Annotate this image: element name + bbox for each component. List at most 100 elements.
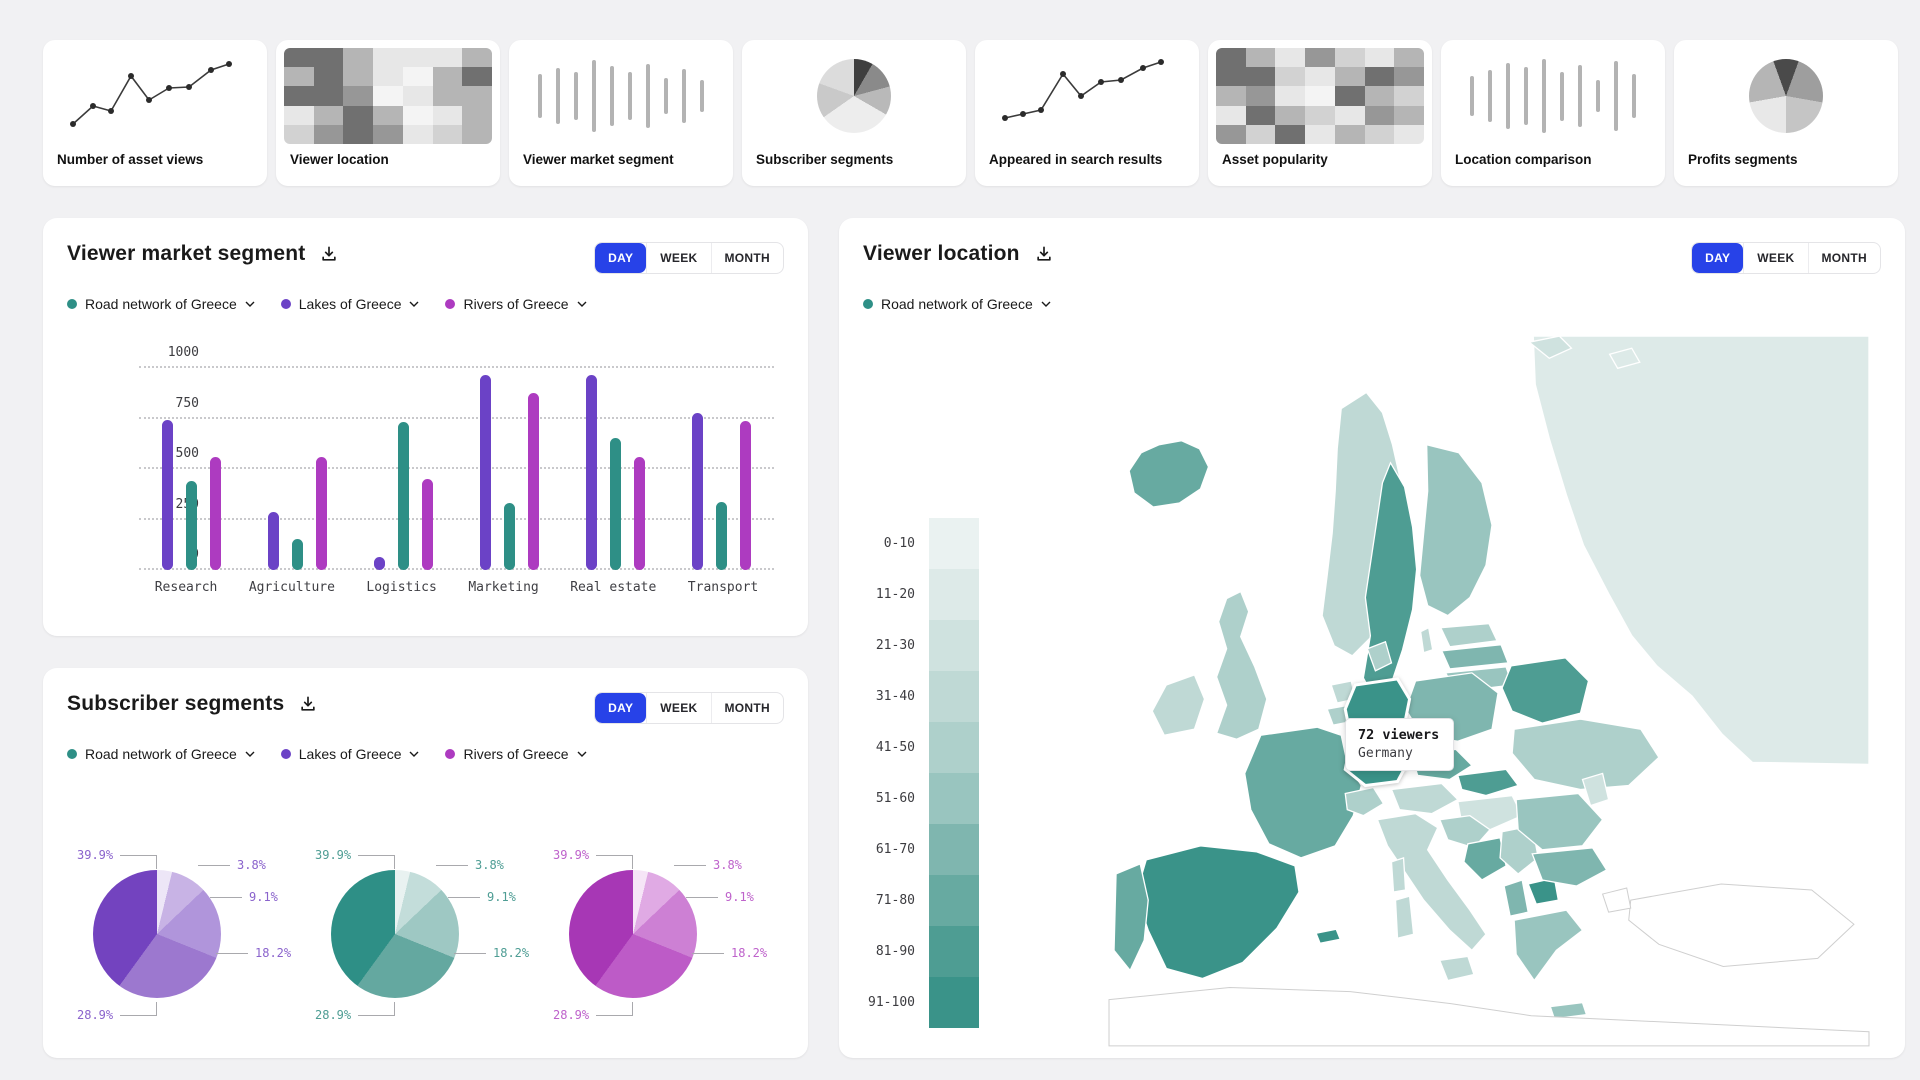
gridline-250: [139, 517, 774, 520]
map-region-turkey-thrace[interactable]: [1601, 887, 1632, 913]
scale-bin-31-40: 31-40: [857, 671, 979, 722]
y-axis-tick: 1000: [167, 344, 199, 360]
gallery-card-appeared-in-search-results[interactable]: Appeared in search results: [975, 40, 1199, 186]
map-region-iceland[interactable]: [1128, 440, 1210, 508]
mosaic-cell: [1334, 105, 1365, 125]
map-tooltip: 72 viewers Germany: [1345, 718, 1455, 771]
chevron-down-icon: [577, 301, 587, 307]
map-region-austria[interactable]: [1390, 782, 1459, 815]
tab-day[interactable]: DAY: [595, 693, 647, 723]
mosaic-cell: [1334, 124, 1365, 144]
map-region-slovakia[interactable]: [1456, 768, 1520, 797]
map-region-greece[interactable]: [1513, 909, 1584, 982]
map-region-albania[interactable]: [1503, 879, 1529, 917]
tab-month[interactable]: MONTH: [710, 243, 784, 273]
gallery-card-profits-segments[interactable]: Profits segments: [1674, 40, 1898, 186]
mosaic-cell: [284, 124, 314, 144]
map-region-moldova[interactable]: [1581, 772, 1610, 807]
legend-dropdown[interactable]: Lakes of Greece: [280, 296, 420, 312]
gallery-card-label: Subscriber segments: [756, 152, 894, 167]
bar-plot-area: 02505007501000: [139, 345, 774, 570]
map-region-ukraine[interactable]: [1511, 718, 1660, 791]
legend-dropdown[interactable]: Rivers of Greece: [445, 746, 587, 762]
map-region-romania[interactable]: [1515, 792, 1604, 851]
gallery-card-label: Viewer location: [290, 152, 389, 167]
scale-bin-swatch: [929, 773, 979, 824]
map-region-island[interactable]: [1315, 928, 1342, 945]
legend-dropdown[interactable]: Rivers of Greece: [445, 296, 587, 312]
gallery-card-viewer-market-segment[interactable]: Viewer market segment: [509, 40, 733, 186]
tab-day[interactable]: DAY: [1692, 243, 1744, 273]
legend-dropdown[interactable]: Road network of Greece: [67, 746, 255, 762]
scale-bin-label: 81-90: [875, 944, 915, 959]
map-region-estonia[interactable]: [1439, 622, 1499, 648]
x-axis-label-transport: Transport: [687, 580, 759, 595]
mosaic-cell: [1364, 86, 1395, 106]
gallery-card-viewer-location[interactable]: Viewer location: [276, 40, 500, 186]
gallery-card-label: Profits segments: [1688, 152, 1798, 167]
legend-dropdown[interactable]: Lakes of Greece: [280, 746, 420, 762]
tab-month[interactable]: MONTH: [1807, 243, 1881, 273]
tab-week[interactable]: WEEK: [1743, 243, 1807, 273]
mosaic-cell: [1305, 105, 1335, 125]
scale-bin-71-80: 71-80: [857, 875, 979, 926]
mosaic-cell: [373, 48, 403, 68]
map-region-corsica[interactable]: [1390, 856, 1407, 893]
legend-dropdown[interactable]: Road network of Greece: [863, 296, 1051, 312]
mosaic-cell: [1394, 105, 1424, 125]
map-region-finland[interactable]: [1418, 443, 1493, 617]
mini-pie: [817, 59, 891, 133]
tab-day[interactable]: DAY: [595, 243, 647, 273]
map-region-united-kingdom[interactable]: [1215, 590, 1268, 740]
mosaic-cell: [1216, 105, 1246, 125]
map-region-france[interactable]: [1244, 726, 1363, 859]
mosaic-cell: [1245, 124, 1276, 144]
map-region-croatia[interactable]: [1438, 814, 1491, 849]
choropleth-scale-legend: 0-10 11-20 21-30 31-40 41-50 51-60 61-70 71-80 8…: [857, 518, 979, 1028]
map-region-belarus[interactable]: [1501, 657, 1590, 724]
map-region-denmark[interactable]: [1366, 640, 1393, 672]
map-region-bulgaria[interactable]: [1531, 847, 1608, 887]
time-range-tabs: DAY WEEK MONTH: [594, 692, 784, 724]
map-region-russia[interactable]: [1532, 335, 1870, 766]
map-region-sicily[interactable]: [1438, 955, 1475, 982]
download-button[interactable]: [317, 242, 341, 266]
map-region-spain[interactable]: [1135, 845, 1300, 980]
mosaic-cell: [1245, 86, 1276, 106]
mosaic-cell: [432, 67, 463, 87]
mosaic-cell: [1216, 67, 1246, 87]
y-axis-tick: 500: [175, 445, 199, 461]
bar-rivers-of-greece-transport: [739, 420, 751, 570]
download-button[interactable]: [1032, 242, 1056, 266]
map-region-ireland[interactable]: [1151, 674, 1206, 736]
legend-dropdown[interactable]: Road network of Greece: [67, 296, 255, 312]
gallery-card-asset-popularity[interactable]: Asset popularity: [1208, 40, 1432, 186]
gallery-card-location-comparison[interactable]: Location comparison: [1441, 40, 1665, 186]
map-region-north-africa[interactable]: [1108, 987, 1870, 1047]
legend-label: Road network of Greece: [881, 296, 1033, 312]
mini-bar: [1596, 80, 1600, 112]
scale-bin-11-20: 11-20: [857, 569, 979, 620]
tab-week[interactable]: WEEK: [646, 243, 710, 273]
map-region-sardinia[interactable]: [1394, 895, 1415, 940]
map-region-island[interactable]: [1608, 347, 1641, 370]
gallery-card-number-of-asset-views[interactable]: Number of asset views: [43, 40, 267, 186]
x-axis-label-real-estate: Real estate: [570, 580, 657, 595]
bar-road-network-of-greece-agriculture: [292, 538, 304, 570]
legend-label: Rivers of Greece: [463, 746, 569, 762]
viewer-location-panel: Viewer location DAY WEEK MONTH Road networ…: [839, 218, 1905, 1058]
mini-bar: [682, 69, 686, 123]
map-region-crete[interactable]: [1549, 1001, 1588, 1020]
mini-bar: [1524, 67, 1528, 125]
tab-month[interactable]: MONTH: [710, 693, 784, 723]
map-region-bosnia[interactable]: [1463, 837, 1507, 881]
tab-week[interactable]: WEEK: [646, 693, 710, 723]
map-region-turkey[interactable]: [1628, 883, 1855, 967]
gallery-card-subscriber-segments[interactable]: Subscriber segments: [742, 40, 966, 186]
map-region-portugal[interactable]: [1113, 863, 1149, 972]
map-region-island[interactable]: [1419, 626, 1434, 654]
map-region-latvia[interactable]: [1440, 644, 1510, 670]
map-region-switzerland[interactable]: [1344, 786, 1385, 817]
download-button[interactable]: [296, 692, 320, 716]
map-region-island[interactable]: [1527, 335, 1573, 360]
